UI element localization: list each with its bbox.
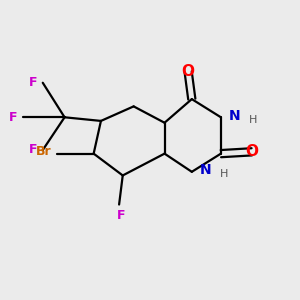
Text: H: H [249, 115, 257, 125]
Text: N: N [229, 109, 241, 123]
Text: Br: Br [36, 146, 51, 158]
Text: N: N [200, 163, 212, 177]
Text: H: H [220, 169, 228, 179]
Text: O: O [182, 64, 195, 79]
Text: O: O [245, 144, 258, 159]
Text: F: F [9, 111, 18, 124]
Text: F: F [29, 76, 38, 89]
Text: F: F [116, 209, 125, 222]
Text: F: F [29, 143, 38, 157]
